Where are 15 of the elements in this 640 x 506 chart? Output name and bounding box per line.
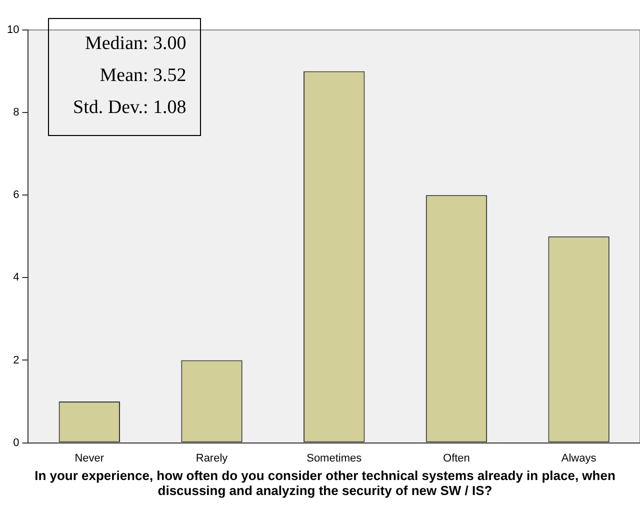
- y-tick-label: 4: [13, 272, 20, 284]
- x-tick-label: Always: [561, 452, 597, 464]
- y-tick-label: 6: [13, 189, 20, 202]
- x-tick-label: Never: [74, 452, 104, 464]
- x-axis-title: In your experience, how often do you consider other technical systems already in place, when discussing and analyzing the security of new SW / IS?: [34, 468, 616, 498]
- y-tick-label: 8: [13, 106, 20, 119]
- y-tick-label: 10: [6, 24, 20, 36]
- x-tick-label: Sometimes: [306, 452, 362, 464]
- annotation: Mean: 3.52: [98, 65, 186, 87]
- x-tick-label: Rarely: [196, 452, 228, 464]
- y-tick-label: 0: [13, 436, 20, 449]
- annotation: Std. Dev.: 1.08: [73, 97, 186, 119]
- annotation: Median: 3.00: [84, 33, 186, 55]
- x-tick-label: Often: [443, 452, 470, 464]
- y-tick-label: 2: [13, 354, 20, 366]
